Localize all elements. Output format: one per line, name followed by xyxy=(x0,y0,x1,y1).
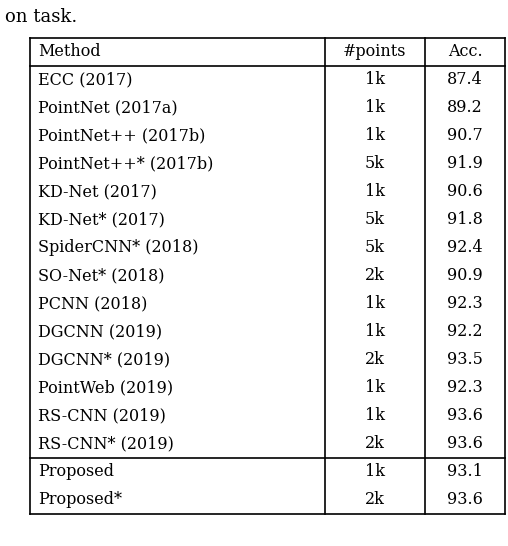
Text: RS-CNN (2019): RS-CNN (2019) xyxy=(38,407,166,424)
Text: Acc.: Acc. xyxy=(448,44,482,61)
Text: 93.6: 93.6 xyxy=(447,436,483,453)
Text: 93.6: 93.6 xyxy=(447,491,483,508)
Text: PCNN (2018): PCNN (2018) xyxy=(38,295,147,312)
Text: 1k: 1k xyxy=(365,295,385,312)
Text: SO-Net* (2018): SO-Net* (2018) xyxy=(38,268,165,284)
Text: SpiderCNN* (2018): SpiderCNN* (2018) xyxy=(38,240,199,257)
Text: ECC (2017): ECC (2017) xyxy=(38,72,133,88)
Text: KD-Net (2017): KD-Net (2017) xyxy=(38,183,157,200)
Text: 2k: 2k xyxy=(365,436,385,453)
Text: 92.3: 92.3 xyxy=(447,295,483,312)
Text: PointNet (2017a): PointNet (2017a) xyxy=(38,99,178,116)
Text: 89.2: 89.2 xyxy=(447,99,483,116)
Text: PointNet++* (2017b): PointNet++* (2017b) xyxy=(38,156,213,173)
Text: 1k: 1k xyxy=(365,128,385,145)
Text: 91.8: 91.8 xyxy=(447,211,483,228)
Text: 93.5: 93.5 xyxy=(447,352,483,369)
Text: 5k: 5k xyxy=(365,156,385,173)
Text: 2k: 2k xyxy=(365,268,385,284)
Text: KD-Net* (2017): KD-Net* (2017) xyxy=(38,211,165,228)
Text: 92.4: 92.4 xyxy=(447,240,483,257)
Text: 2k: 2k xyxy=(365,352,385,369)
Text: #points: #points xyxy=(343,44,407,61)
Text: 93.1: 93.1 xyxy=(447,464,483,480)
Text: Proposed: Proposed xyxy=(38,464,114,480)
Text: RS-CNN* (2019): RS-CNN* (2019) xyxy=(38,436,174,453)
Text: 5k: 5k xyxy=(365,240,385,257)
Text: 90.7: 90.7 xyxy=(447,128,483,145)
Text: DGCNN* (2019): DGCNN* (2019) xyxy=(38,352,170,369)
Text: on task.: on task. xyxy=(5,8,77,26)
Text: 1k: 1k xyxy=(365,183,385,200)
Text: 1k: 1k xyxy=(365,323,385,341)
Text: 87.4: 87.4 xyxy=(447,72,483,88)
Text: 2k: 2k xyxy=(365,491,385,508)
Text: 1k: 1k xyxy=(365,72,385,88)
Text: 5k: 5k xyxy=(365,211,385,228)
Text: PointWeb (2019): PointWeb (2019) xyxy=(38,379,173,396)
Text: 91.9: 91.9 xyxy=(447,156,483,173)
Text: 92.2: 92.2 xyxy=(447,323,483,341)
Text: 93.6: 93.6 xyxy=(447,407,483,424)
Text: 90.9: 90.9 xyxy=(447,268,483,284)
Text: 92.3: 92.3 xyxy=(447,379,483,396)
Text: 1k: 1k xyxy=(365,379,385,396)
Text: Method: Method xyxy=(38,44,101,61)
Text: Proposed*: Proposed* xyxy=(38,491,122,508)
Text: PointNet++ (2017b): PointNet++ (2017b) xyxy=(38,128,205,145)
Text: 1k: 1k xyxy=(365,464,385,480)
Text: 90.6: 90.6 xyxy=(447,183,483,200)
Text: 1k: 1k xyxy=(365,99,385,116)
Text: 1k: 1k xyxy=(365,407,385,424)
Text: DGCNN (2019): DGCNN (2019) xyxy=(38,323,162,341)
